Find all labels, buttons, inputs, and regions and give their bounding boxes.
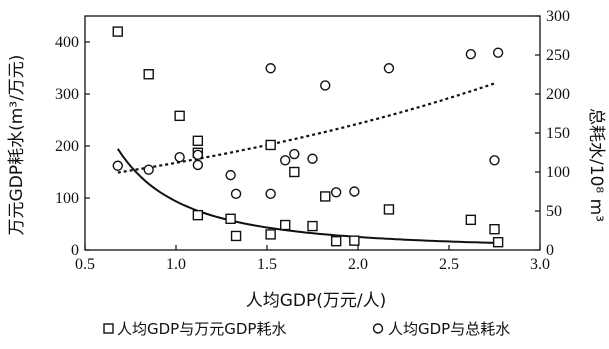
point-circle	[112, 160, 123, 171]
tick-labels: 0.5 1.0 1.5 2.0 2.5 3.00100200300400050100150…	[55, 8, 570, 273]
x-axis-title: 人均GDP(万元/人)	[246, 291, 387, 311]
y-axis-right-title: 总耗水/10⁸ m³	[586, 108, 606, 222]
point-square	[289, 166, 300, 178]
point-square	[230, 230, 242, 242]
y-left-tick-label: 300	[55, 86, 79, 103]
point-square	[192, 209, 204, 221]
point-circle	[174, 151, 185, 163]
point-circle	[349, 186, 360, 197]
point-circle	[489, 155, 500, 166]
y-left-tick-label: 100	[55, 190, 79, 207]
point-square	[383, 204, 395, 215]
point-circle	[307, 153, 318, 164]
point-square	[174, 110, 185, 122]
point-square	[112, 26, 123, 37]
legend-label-square: 人均GDP与万元GDP耗水	[117, 320, 286, 338]
point-circle	[230, 188, 242, 200]
y-right-tick-label: 100	[546, 164, 570, 181]
point-circle	[465, 49, 477, 60]
point-circle	[225, 169, 236, 181]
y-right-tick-label: 300	[546, 8, 570, 25]
point-square	[143, 69, 154, 80]
y-axis-left-title: 万元GDP耗水(m³/万元)	[7, 55, 27, 236]
y-right-tick-label: 250	[546, 47, 570, 64]
point-square	[307, 220, 318, 232]
point-circle	[265, 63, 276, 74]
point-square	[320, 191, 331, 202]
point-square	[465, 214, 477, 226]
point-circle	[383, 63, 395, 74]
point-square	[225, 213, 236, 225]
x-tick-label: 0.5	[75, 256, 95, 273]
y-left-tick-label: 400	[55, 34, 79, 51]
point-circle	[320, 80, 331, 91]
point-circle	[192, 159, 204, 171]
point-square	[265, 139, 276, 151]
point-circle	[289, 148, 300, 160]
point-square	[280, 219, 291, 231]
x-tick-label: 2.5	[439, 256, 459, 273]
x-tick-label: 2.0	[348, 256, 368, 273]
point-circle	[280, 155, 291, 166]
y-right-tick-label: 150	[546, 125, 570, 142]
point-circle	[192, 149, 204, 161]
trendline-total-water	[117, 82, 495, 174]
legend-label-circle: 人均GDP与总耗水	[388, 320, 510, 338]
point-circle	[330, 187, 342, 198]
point-square	[349, 235, 360, 246]
y-left-tick-label: 0	[71, 242, 79, 259]
point-square	[492, 236, 504, 248]
y-left-tick-label: 200	[55, 138, 79, 155]
point-circle	[265, 188, 276, 200]
x-tick-label: 1.5	[257, 256, 277, 273]
legend-circle-marker	[372, 323, 384, 334]
point-circle	[143, 164, 154, 175]
x-tick-label: 1.0	[166, 256, 186, 273]
data-points	[112, 26, 504, 248]
y-right-tick-label: 200	[546, 86, 570, 103]
y-right-tick-label: 50	[546, 203, 562, 220]
point-square	[330, 235, 342, 247]
point-square	[489, 223, 500, 235]
legend-square-marker	[103, 323, 114, 334]
legend: 人均GDP与万元GDP耗水 人均GDP与总耗水	[103, 320, 510, 338]
point-square	[265, 229, 276, 240]
trendlines	[116, 82, 495, 244]
point-circle	[492, 47, 504, 58]
trendline-water-intensity	[116, 148, 495, 244]
y-right-tick-label: 0	[546, 242, 554, 259]
x-tick-label: 3.0	[530, 256, 550, 273]
point-square	[192, 135, 204, 147]
